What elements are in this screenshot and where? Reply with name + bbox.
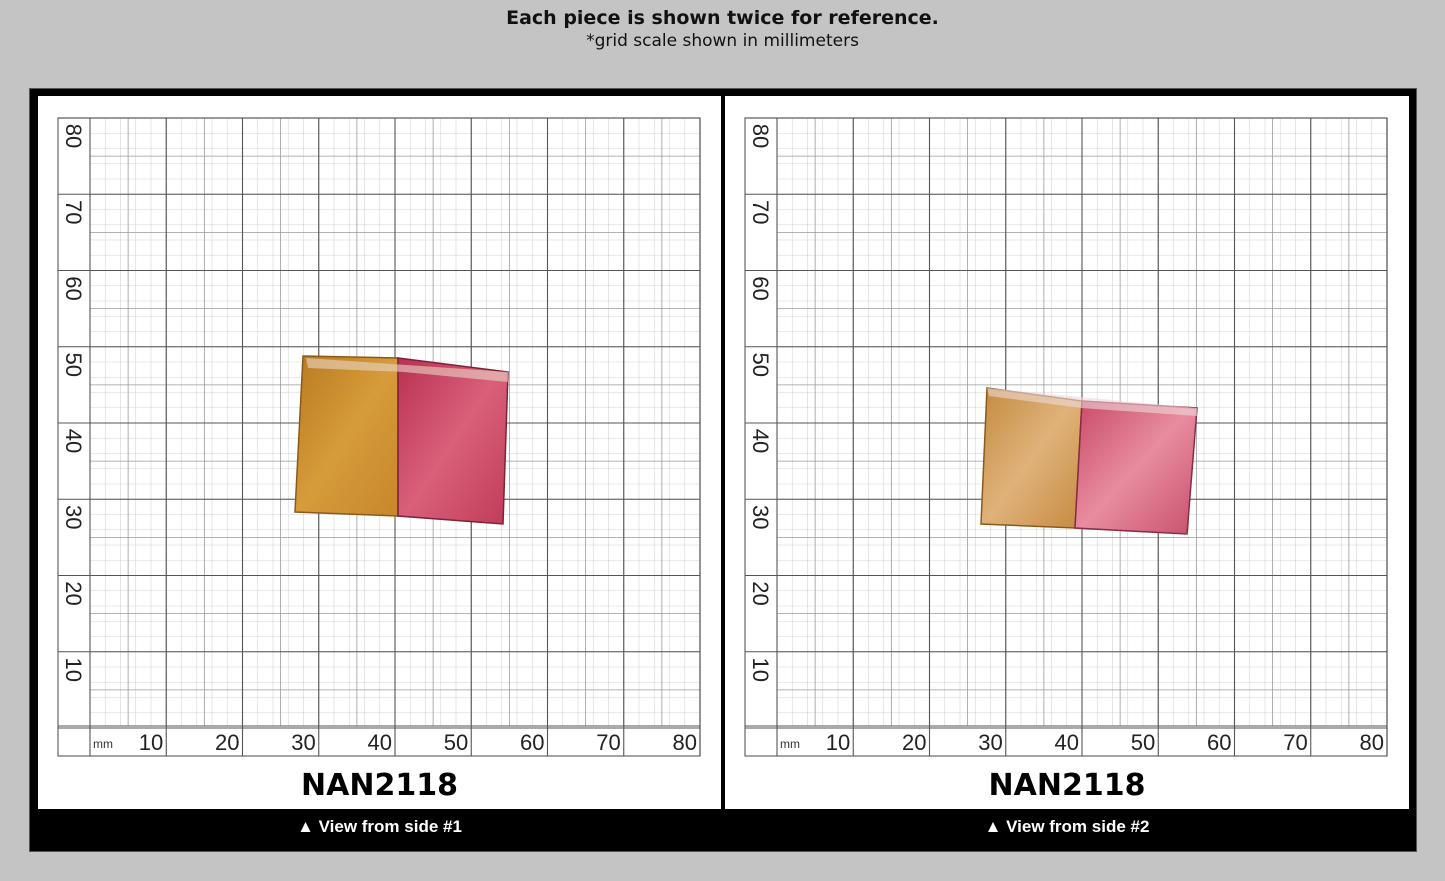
- x-tick-label: 70: [596, 730, 620, 755]
- axis-labels: 10 20 30 40 50 60 70 80 10 20 30 40 50 60 70 80 mm: [748, 124, 1384, 755]
- y-tick-label: 20: [748, 581, 773, 605]
- x-tick-label: 30: [291, 730, 315, 755]
- x-tick-label: 10: [139, 730, 163, 755]
- x-tick-label: 40: [1055, 730, 1079, 755]
- x-tick-label: 40: [368, 730, 392, 755]
- y-tick-label: 20: [61, 581, 86, 605]
- x-tick-label: 20: [902, 730, 926, 755]
- y-tick-label: 10: [61, 658, 86, 682]
- x-tick-label: 80: [673, 730, 697, 755]
- x-tick-label: 10: [826, 730, 850, 755]
- grid-lines: [57, 117, 701, 757]
- view-caption-side-2: ▲ View from side #2: [984, 817, 1150, 836]
- page-header: Each piece is shown twice for reference.…: [0, 6, 1445, 52]
- panel-side-1: 10 20 30 40 50 60 70 80 10 20 30 40 50 60 70 80 mm NAN21…: [38, 96, 721, 809]
- y-tick-label: 70: [61, 200, 86, 224]
- x-tick-label: 50: [444, 730, 468, 755]
- y-tick-label: 70: [748, 200, 773, 224]
- y-tick-label: 40: [61, 429, 86, 453]
- header-subtitle: *grid scale shown in millimeters: [586, 31, 859, 51]
- x-tick-label: 80: [1360, 730, 1384, 755]
- view-caption-side-1: ▲ View from side #1: [297, 817, 462, 836]
- x-tick-label: 30: [978, 730, 1002, 755]
- mm-grid-paper: 10 20 30 40 50 60 70 80 10 20 30 40 50 60 70 80 mm: [57, 117, 701, 757]
- x-tick-label: 70: [1283, 730, 1307, 755]
- x-tick-label: 50: [1131, 730, 1155, 755]
- gemstone-specimen: [980, 387, 1198, 535]
- photo-frame: 10 20 30 40 50 60 70 80 10 20 30 40 50 60 70 80 mm NAN21…: [29, 88, 1417, 852]
- mm-grid-paper: 10 20 30 40 50 60 70 80 10 20 30 40 50 60 70 80 mm: [744, 117, 1388, 757]
- unit-label: mm: [780, 737, 800, 751]
- axis-labels: 10 20 30 40 50 60 70 80 10 20 30 40 50 60 70 80 mm: [61, 124, 697, 755]
- specimen-code: NAN2118: [988, 768, 1146, 803]
- gemstone-specimen: [294, 355, 509, 525]
- x-tick-label: 60: [1207, 730, 1231, 755]
- y-tick-label: 80: [748, 124, 773, 148]
- grid-lines: [744, 117, 1388, 757]
- x-tick-label: 60: [520, 730, 544, 755]
- y-tick-label: 10: [748, 658, 773, 682]
- y-tick-label: 60: [61, 276, 86, 300]
- y-tick-label: 40: [748, 429, 773, 453]
- unit-label: mm: [93, 737, 113, 751]
- y-tick-label: 30: [748, 505, 773, 529]
- panel-side-2: 10 20 30 40 50 60 70 80 10 20 30 40 50 60 70 80 mm NAN21…: [725, 96, 1409, 809]
- y-tick-label: 60: [748, 276, 773, 300]
- y-tick-label: 50: [748, 353, 773, 377]
- header-title: Each piece is shown twice for reference.: [506, 7, 939, 29]
- y-tick-label: 80: [61, 124, 86, 148]
- x-tick-label: 20: [215, 730, 239, 755]
- y-tick-label: 50: [61, 353, 86, 377]
- y-tick-label: 30: [61, 505, 86, 529]
- specimen-code: NAN2118: [301, 768, 458, 803]
